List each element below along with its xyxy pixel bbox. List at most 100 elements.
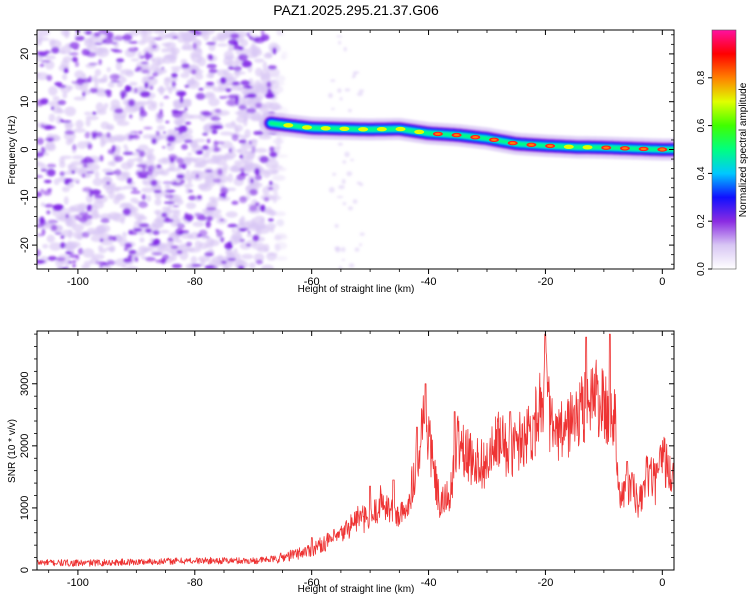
snr-y-ticks: 0 1000 2000 3000 [19,333,674,573]
noise-blob [81,48,91,56]
noise-speckle [155,117,164,124]
noise-speckle [95,102,104,113]
noise-blob [266,90,274,98]
noise-blob [89,87,98,94]
noise-blob [252,234,260,242]
noise-speckle [116,83,123,88]
noise-blob [205,220,211,228]
noise-speckle [217,83,229,92]
noise-speckle [261,264,274,269]
noise-blob [85,30,93,35]
noise-blob [188,195,197,201]
noise-blob [151,138,157,145]
noise-blob [37,99,44,107]
spectrogram-x-tick-label: -20 [537,276,553,288]
noise-blob [228,38,238,46]
noise-speckle [170,66,185,70]
noise-blob [59,171,65,177]
noise-speckle [37,30,50,37]
noise-blob [100,217,110,224]
noise-blob [124,242,133,249]
noise-speckle [248,262,256,269]
noise-blob [254,202,260,207]
noise-blob [109,73,120,81]
noise-speckle [184,98,192,107]
noise-speckle [109,135,117,144]
noise-speckle [254,67,263,77]
spectrogram-y-tick-label: 20 [19,48,31,60]
noise-blob [233,45,242,50]
noise-blob [71,56,78,63]
noise-speckle [180,59,188,64]
noise-blob [43,179,52,184]
noise-speckle [216,43,229,47]
noise-blob [217,168,223,176]
noise-blob [50,224,58,231]
noise-blob [164,194,174,199]
noise-speckle [120,162,132,170]
noise-blob [46,210,51,215]
noise-blob [206,215,213,222]
noise-speckle [116,120,130,126]
noise-blob [247,230,251,235]
noise-blob [161,253,170,261]
noise-blob [125,85,131,93]
noise-blob [72,260,77,264]
snr-background [37,331,674,570]
noise-speckle [65,218,73,227]
snr-y-tick-label: 1000 [19,496,31,520]
noise-blob [237,265,245,269]
noise-speckle [37,55,43,62]
noise-blob [56,257,66,262]
ridge-peak [320,126,331,131]
noise-speckle [336,195,344,199]
noise-blob [140,61,149,65]
noise-speckle [234,260,249,269]
noise-blob [106,31,114,39]
noise-speckle [159,30,167,33]
noise-speckle [192,47,203,58]
noise-blob [181,163,187,170]
noise-blob [128,229,134,234]
noise-speckle [139,30,148,38]
colorbar-label: Normalized spectral amplitude [738,82,749,217]
noise-blob [37,233,44,237]
noise-blob [206,138,211,144]
noise-speckle [328,187,335,193]
noise-blob [152,230,160,236]
noise-speckle [103,175,112,184]
ridge-peak [376,127,387,132]
noise-blob [246,32,250,37]
noise-blob [129,131,140,134]
noise-blob [76,77,85,86]
noise-speckle [351,75,355,79]
noise-blob [152,238,161,246]
noise-blob [44,203,54,208]
noise-blob [112,49,123,53]
noise-speckle [73,96,87,101]
ridge-peak-core [509,141,516,145]
noise-blob [72,264,76,268]
noise-blob [166,238,175,242]
noise-speckle [187,177,193,185]
noise-blob [185,241,193,247]
noise-blob [84,131,91,139]
snr-x-tick-label: 0 [659,577,665,589]
noise-blob [249,188,258,196]
noise-speckle [266,252,277,261]
noise-blob [192,42,197,50]
noise-speckle [350,158,354,162]
noise-speckle [98,47,109,54]
noise-blob [88,62,99,66]
noise-blob [246,85,251,89]
noise-blob [54,232,62,235]
snr-x-tick-label: -20 [537,577,553,589]
noise-speckle [157,125,166,131]
noise-speckle [170,253,177,262]
noise-speckle [225,248,232,256]
noise-speckle [42,244,49,249]
noise-blob [149,85,154,91]
ridge-peak [395,126,406,132]
noise-blob [98,58,102,66]
noise-speckle [274,232,287,239]
